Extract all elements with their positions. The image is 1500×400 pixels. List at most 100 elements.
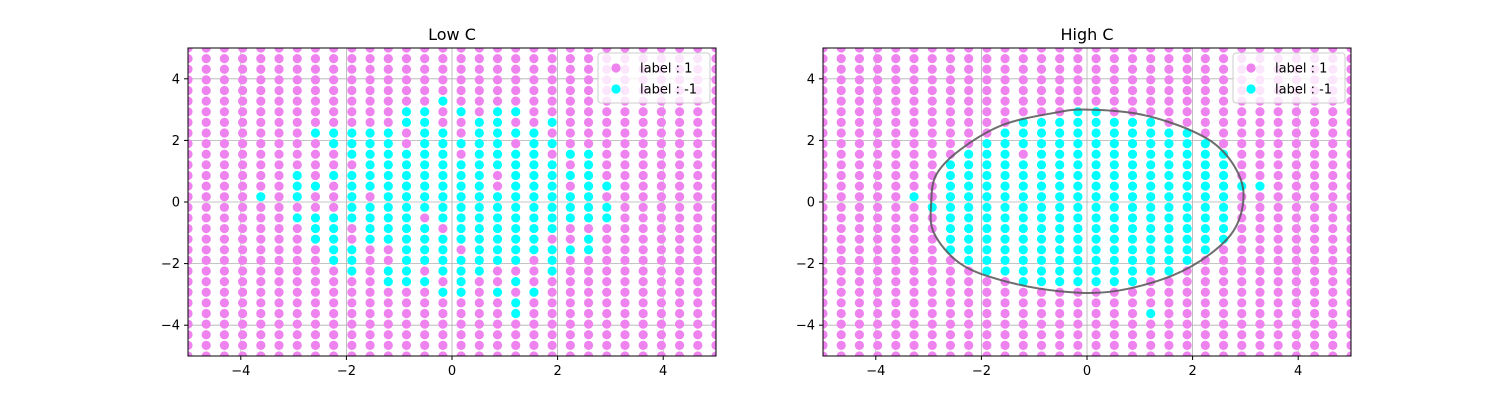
point-label-1 bbox=[1218, 138, 1229, 149]
point-label-1 bbox=[201, 202, 211, 212]
point-label-1 bbox=[693, 117, 703, 127]
point-label-1 bbox=[1328, 149, 1338, 159]
point-label-1 bbox=[1055, 75, 1065, 85]
point-label-1 bbox=[891, 85, 901, 96]
x-tick-label: −2 bbox=[337, 364, 356, 379]
point-label-neg1 bbox=[1018, 192, 1028, 202]
point-label-neg1 bbox=[511, 181, 521, 191]
point-label-1 bbox=[238, 96, 248, 106]
point-label-1 bbox=[219, 160, 230, 170]
point-label-1 bbox=[274, 351, 284, 356]
point-label-1 bbox=[823, 75, 828, 85]
point-label-1 bbox=[1273, 107, 1283, 117]
point-label-1 bbox=[188, 234, 193, 244]
point-label-1 bbox=[656, 213, 666, 223]
point-label-1 bbox=[693, 149, 703, 159]
point-label-neg1 bbox=[347, 170, 357, 181]
point-label-neg1 bbox=[1109, 138, 1119, 149]
point-label-1 bbox=[854, 96, 865, 106]
point-label-neg1 bbox=[329, 245, 339, 255]
point-label-1 bbox=[1182, 298, 1192, 308]
point-label-1 bbox=[823, 255, 828, 266]
point-label-neg1 bbox=[492, 245, 503, 255]
point-label-1 bbox=[854, 351, 865, 356]
point-label-1 bbox=[1328, 330, 1338, 340]
point-label-neg1 bbox=[511, 128, 521, 138]
point-label-1 bbox=[1255, 351, 1265, 356]
point-label-1 bbox=[602, 351, 612, 356]
point-label-1 bbox=[982, 96, 992, 106]
point-label-1 bbox=[1073, 48, 1083, 53]
point-label-1 bbox=[188, 54, 193, 64]
point-label-1 bbox=[219, 138, 230, 149]
point-label-1 bbox=[602, 277, 612, 287]
point-label-1 bbox=[188, 192, 193, 202]
point-label-1 bbox=[836, 117, 846, 127]
point-label-neg1 bbox=[383, 266, 393, 276]
point-label-1 bbox=[891, 170, 901, 181]
point-label-1 bbox=[909, 128, 919, 138]
point-label-1 bbox=[201, 298, 211, 308]
point-label-1 bbox=[927, 319, 937, 329]
point-label-1 bbox=[823, 128, 828, 138]
point-label-1 bbox=[945, 128, 956, 138]
point-label-1 bbox=[854, 54, 865, 64]
point-label-1 bbox=[602, 128, 612, 138]
point-label-1 bbox=[1346, 255, 1351, 266]
point-label-1 bbox=[256, 234, 266, 244]
point-label-1 bbox=[547, 64, 557, 74]
point-label-1 bbox=[620, 340, 630, 350]
point-label-1 bbox=[891, 287, 901, 297]
point-label-neg1 bbox=[529, 160, 539, 170]
point-label-neg1 bbox=[511, 170, 521, 181]
point-label-1 bbox=[693, 319, 703, 329]
point-label-1 bbox=[854, 128, 865, 138]
point-label-neg1 bbox=[1182, 213, 1192, 223]
point-label-1 bbox=[329, 202, 339, 212]
point-label-neg1 bbox=[1146, 192, 1156, 202]
point-label-1 bbox=[1018, 351, 1028, 356]
point-label-1 bbox=[602, 223, 612, 234]
point-label-1 bbox=[1073, 340, 1083, 350]
point-label-1 bbox=[256, 287, 266, 297]
point-label-1 bbox=[329, 277, 339, 287]
point-label-neg1 bbox=[365, 213, 375, 223]
point-label-1 bbox=[711, 181, 716, 191]
point-label-1 bbox=[638, 48, 648, 53]
point-label-1 bbox=[1200, 298, 1210, 308]
point-label-1 bbox=[964, 75, 974, 85]
point-label-neg1 bbox=[1146, 160, 1156, 170]
point-label-1 bbox=[711, 308, 716, 319]
point-label-1 bbox=[201, 48, 211, 53]
point-label-1 bbox=[982, 54, 992, 64]
point-label-1 bbox=[547, 351, 557, 356]
point-label-1 bbox=[256, 308, 266, 319]
point-label-1 bbox=[964, 319, 974, 329]
point-label-neg1 bbox=[492, 160, 503, 170]
point-label-1 bbox=[474, 319, 484, 329]
point-label-1 bbox=[854, 138, 865, 149]
x-tick-label: −2 bbox=[972, 364, 991, 379]
point-label-neg1 bbox=[1127, 128, 1138, 138]
point-label-1 bbox=[583, 351, 594, 356]
point-label-1 bbox=[873, 245, 883, 255]
point-label-neg1 bbox=[982, 170, 992, 181]
point-label-neg1 bbox=[383, 181, 393, 191]
point-label-1 bbox=[1255, 117, 1265, 127]
point-label-1 bbox=[310, 160, 321, 170]
point-label-1 bbox=[823, 202, 828, 212]
point-label-neg1 bbox=[982, 223, 992, 234]
point-label-1 bbox=[188, 330, 193, 340]
point-label-1 bbox=[891, 181, 901, 191]
point-label-1 bbox=[711, 64, 716, 74]
point-label-1 bbox=[1146, 330, 1156, 340]
point-label-neg1 bbox=[529, 213, 539, 223]
point-label-1 bbox=[620, 192, 630, 202]
point-label-1 bbox=[964, 287, 974, 297]
point-label-1 bbox=[1018, 319, 1028, 329]
point-label-1 bbox=[292, 287, 302, 297]
point-label-1 bbox=[693, 298, 703, 308]
point-label-1 bbox=[1346, 64, 1351, 74]
point-label-1 bbox=[529, 117, 539, 127]
point-label-neg1 bbox=[1146, 245, 1156, 255]
